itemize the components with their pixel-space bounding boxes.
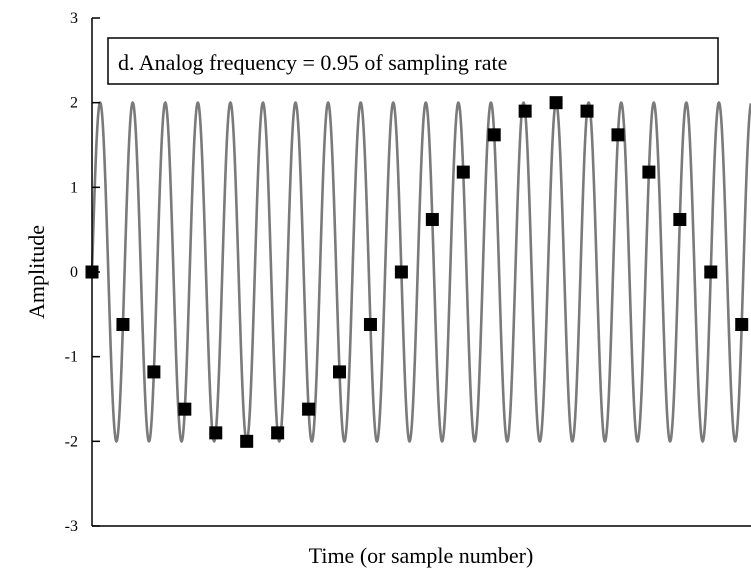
sample-point (549, 96, 563, 110)
y-tick-label: -1 (65, 349, 78, 366)
sample-point (116, 317, 130, 331)
annotation-layer: d. Analog frequency = 0.95 of sampling r… (107, 37, 719, 85)
samples-layer (85, 96, 749, 448)
sample-point (271, 426, 285, 440)
y-tick-label: 2 (70, 95, 78, 112)
y-tick-label: 3 (70, 10, 78, 27)
sample-point (85, 265, 99, 279)
analog-signal-layer (90, 100, 751, 444)
analog-sine-line (90, 100, 751, 444)
sample-point (209, 426, 223, 440)
annotation-box (107, 37, 719, 85)
sample-point (487, 128, 501, 142)
sample-point (302, 402, 316, 416)
sample-point (580, 104, 594, 118)
sample-point (642, 165, 656, 179)
y-tick-label: 0 (70, 264, 78, 281)
sample-point (240, 434, 254, 448)
y-tick-label: -3 (65, 518, 78, 535)
sample-point (735, 317, 749, 331)
sample-point (425, 213, 439, 227)
sample-point (704, 265, 718, 279)
sample-point (178, 402, 192, 416)
y-tick-label: 1 (70, 179, 78, 196)
y-axis-title: Amplitude (24, 225, 49, 319)
sample-point (394, 265, 408, 279)
sample-point (333, 365, 347, 379)
sample-point (363, 317, 377, 331)
y-tick-label: -2 (65, 433, 78, 450)
sample-point (518, 104, 532, 118)
sample-point (456, 165, 470, 179)
sample-point (147, 365, 161, 379)
sample-point (673, 213, 687, 227)
x-axis-title: Time (or sample number) (309, 543, 534, 568)
sample-point (611, 128, 625, 142)
annotation-text: d. Analog frequency = 0.95 of sampling r… (118, 50, 507, 75)
